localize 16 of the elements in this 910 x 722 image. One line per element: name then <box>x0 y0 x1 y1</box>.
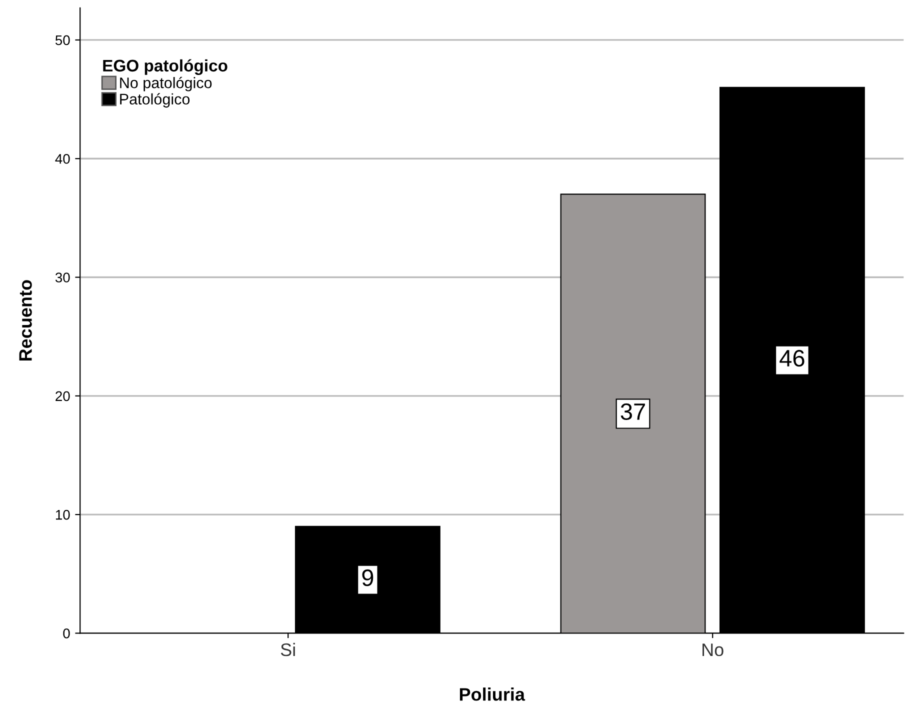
legend-label: Patológico <box>120 93 190 108</box>
y-tick-label: 50 <box>55 35 70 46</box>
data-label: 37 <box>620 403 645 420</box>
y-tick-label: 0 <box>63 628 70 638</box>
legend-title: EGO patológico <box>103 59 228 75</box>
y-tick-label: 20 <box>56 391 70 402</box>
y-tick-label: 40 <box>55 154 70 164</box>
x-axis-title: Poliuria <box>460 688 526 701</box>
y-tick-label: 30 <box>55 272 70 282</box>
y-axis-title: Recuento <box>19 280 32 360</box>
y-tick-label: 10 <box>56 510 70 520</box>
legend-label: No patológico <box>120 76 212 92</box>
data-label: 9 <box>362 569 374 586</box>
x-tick-label: Si <box>280 642 295 656</box>
x-tick-label: No <box>702 644 724 656</box>
data-label: 46 <box>780 350 804 367</box>
